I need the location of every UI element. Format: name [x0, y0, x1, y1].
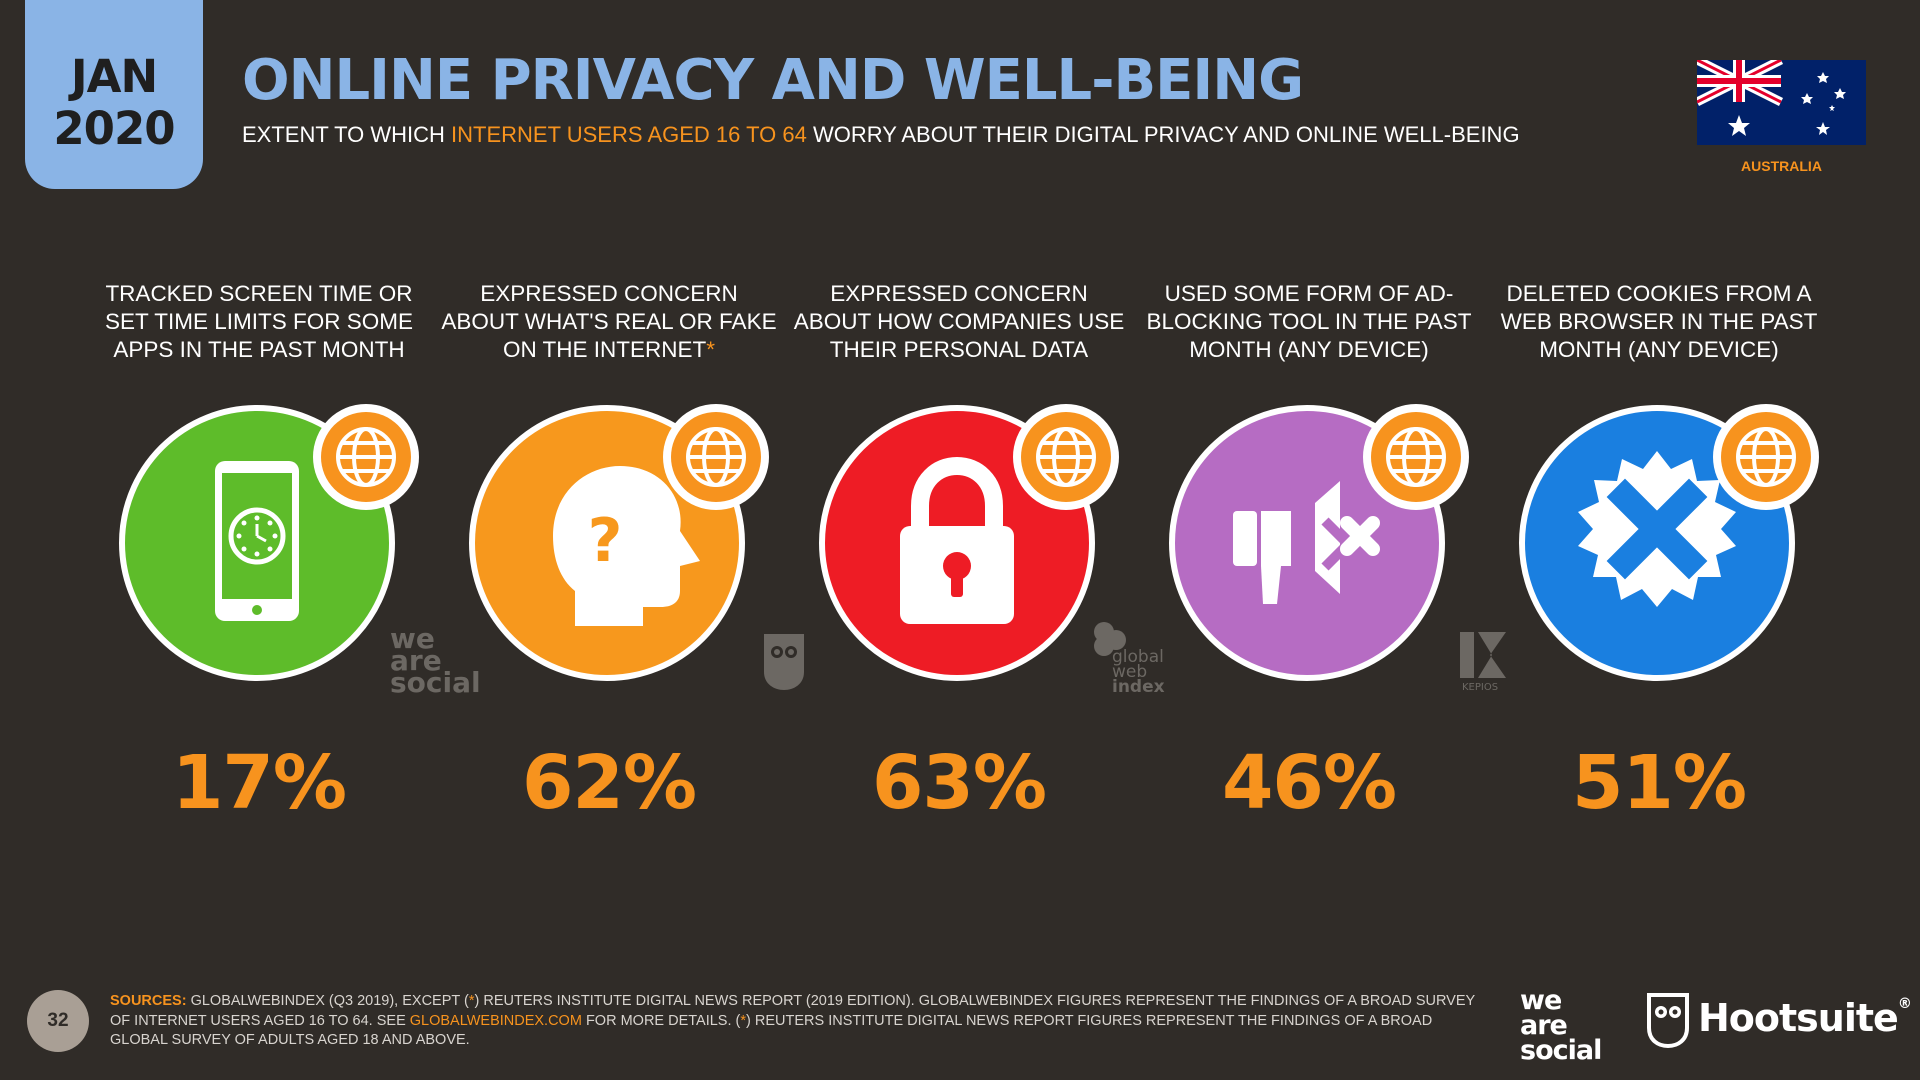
metric-value: 17% — [171, 740, 347, 826]
hootsuite-wordmark: Hootsuite® — [1698, 996, 1912, 1040]
cookie-delete-icon — [1578, 451, 1736, 607]
country-label: AUSTRALIA — [1741, 158, 1822, 174]
globe-icon — [1013, 404, 1119, 510]
metric-deleted-cookies: DELETED COOKIES FROM A WEB BROWSER IN TH… — [1489, 280, 1829, 826]
globe-icon — [663, 404, 769, 510]
metric-circle — [819, 405, 1095, 681]
subtitle-post: WORRY ABOUT THEIR DIGITAL PRIVACY AND ON… — [806, 122, 1520, 147]
sources-heading: SOURCES: — [110, 993, 187, 1009]
date-tab: JAN 2020 — [25, 0, 203, 189]
metric-label: USED SOME FORM OF AD-BLOCKING TOOL IN TH… — [1139, 280, 1479, 364]
metric-value: 46% — [1221, 740, 1397, 826]
metric-label: EXPRESSED CONCERN ABOUT HOW COMPANIES US… — [789, 280, 1129, 364]
metric-screen-time: TRACKED SCREEN TIME OR SET TIME LIMITS F… — [89, 280, 429, 826]
metric-label: EXPRESSED CONCERN ABOUT WHAT'S REAL OR F… — [439, 280, 779, 364]
date-year: 2020 — [53, 102, 175, 155]
metric-asterisk: * — [706, 337, 716, 362]
metric-value: 63% — [871, 740, 1047, 826]
sources-part: GLOBALWEBINDEX (Q3 2019), EXCEPT ( — [186, 993, 469, 1009]
we-are-social-watermark: we are social — [390, 622, 481, 699]
metric-label-text: EXPRESSED CONCERN ABOUT HOW COMPANIES US… — [793, 281, 1125, 362]
svg-text:?: ? — [588, 506, 623, 576]
watermark-line: web — [1112, 662, 1148, 682]
metric-label: DELETED COOKIES FROM A WEB BROWSER IN TH… — [1489, 280, 1829, 364]
metric-ad-blocking: USED SOME FORM OF AD-BLOCKING TOOL IN TH… — [1139, 280, 1479, 826]
metric-personal-data: EXPRESSED CONCERN ABOUT HOW COMPANIES US… — [789, 280, 1129, 826]
globalwebindex-watermark: global web index — [1090, 620, 1170, 700]
logo-text: Hootsuite — [1698, 996, 1899, 1040]
metric-label: TRACKED SCREEN TIME OR SET TIME LIMITS F… — [89, 280, 429, 364]
phone-clock-icon — [215, 461, 299, 621]
sources-part: ) REUTERS INSTITUTE DIGITAL NEWS REPORT … — [110, 993, 1475, 1029]
sources-part: FOR MORE DETAILS. ( — [581, 1012, 741, 1029]
hootsuite-owl-watermark-icon — [762, 632, 806, 692]
kepios-watermark: KEPIOS — [1460, 632, 1510, 693]
metric-value: 51% — [1571, 740, 1747, 826]
sources-asterisk: * — [740, 1012, 747, 1029]
logo-line: social — [1520, 1035, 1602, 1066]
globe-icon — [1713, 404, 1819, 510]
head-question-icon: ? — [553, 466, 700, 626]
metric-label-text: USED SOME FORM OF AD-BLOCKING TOOL IN TH… — [1146, 281, 1472, 362]
watermark-line: index — [1112, 677, 1165, 697]
metric-value: 62% — [521, 740, 697, 826]
globe-icon — [1363, 404, 1469, 510]
globalwebindex-link[interactable]: GLOBALWEBINDEX.COM — [409, 1012, 582, 1029]
metric-label-text: TRACKED SCREEN TIME OR SET TIME LIMITS F… — [105, 281, 413, 362]
watermark-line: social — [390, 666, 481, 699]
metric-label-text: EXPRESSED CONCERN ABOUT WHAT'S REAL OR F… — [441, 281, 777, 362]
logo-line: are — [1520, 1010, 1568, 1041]
watermark-line: are — [390, 644, 442, 677]
watermark-label: KEPIOS — [1462, 682, 1499, 693]
page-number: 32 — [27, 990, 89, 1052]
metric-real-or-fake: EXPRESSED CONCERN ABOUT WHAT'S REAL OR F… — [439, 280, 779, 826]
hootsuite-owl-icon — [1647, 993, 1689, 1048]
sources-part: ) REUTERS INSTITUTE DIGITAL NEWS REPORT … — [110, 1012, 1433, 1049]
hootsuite-logo: Hootsuite® — [1646, 990, 1912, 1050]
subtitle-highlight: INTERNET USERS AGED 16 TO 64 — [451, 122, 807, 147]
watermark-line: we — [390, 622, 435, 655]
sources-text: SOURCES: GLOBALWEBINDEX (Q3 2019), EXCEP… — [110, 992, 1480, 1051]
page-title: ONLINE PRIVACY AND WELL-BEING — [242, 48, 1304, 113]
date-month: JAN — [70, 50, 158, 103]
sources-asterisk: * — [468, 993, 475, 1009]
we-are-social-logo: we are social — [1520, 985, 1630, 1066]
metric-label-text: DELETED COOKIES FROM A WEB BROWSER IN TH… — [1500, 281, 1818, 362]
globe-icon — [313, 404, 419, 510]
watermark-line: global — [1112, 647, 1164, 667]
registered-mark: ® — [1897, 996, 1912, 1012]
subtitle-pre: EXTENT TO WHICH — [242, 122, 452, 147]
page-subtitle: EXTENT TO WHICH INTERNET USERS AGED 16 T… — [242, 122, 1520, 148]
padlock-icon — [900, 456, 1014, 624]
logo-line: we — [1520, 985, 1562, 1016]
australia-flag-icon — [1694, 55, 1866, 145]
ad-block-icon — [1233, 481, 1380, 604]
